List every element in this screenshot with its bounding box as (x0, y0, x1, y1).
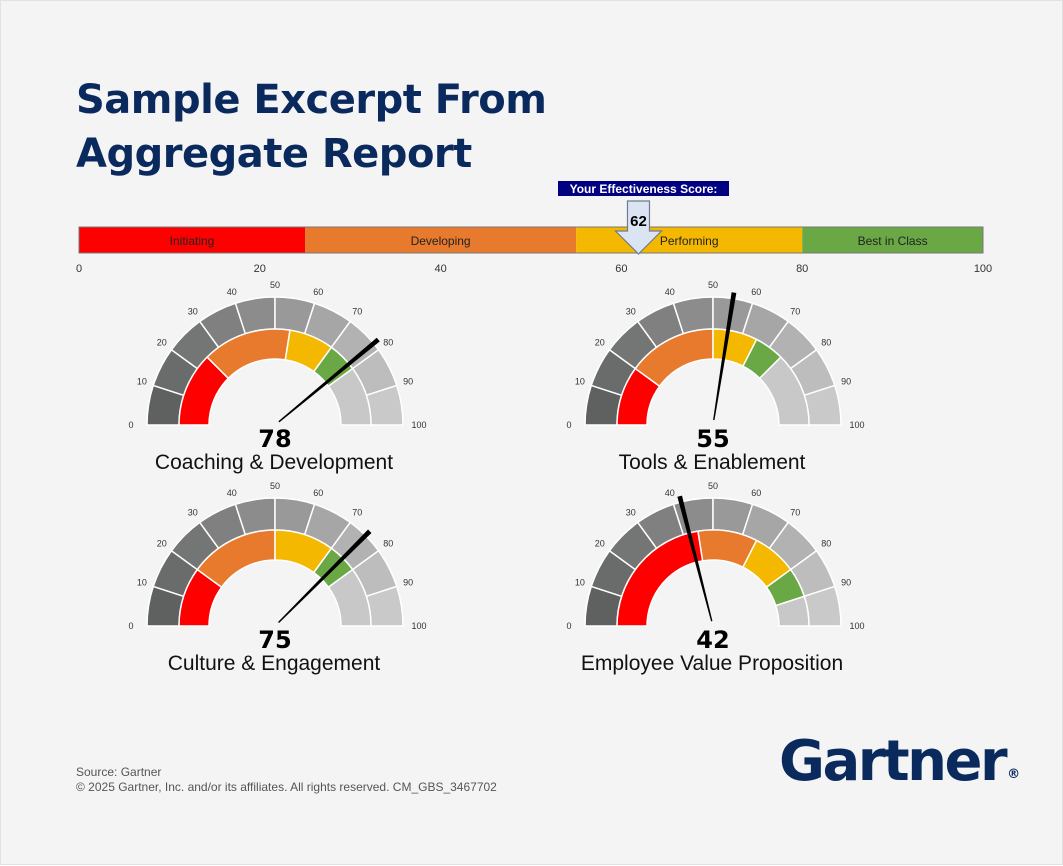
scale-tick-label: 50 (270, 280, 280, 290)
scale-tick-label: 70 (352, 307, 362, 317)
footer: Source: Gartner © 2025 Gartner, Inc. and… (76, 765, 497, 795)
band-label: Developing (411, 234, 471, 248)
effectiveness-bar: Initiating Developing Performing Best in Cl… (76, 181, 992, 275)
title-line-2: Aggregate Report (76, 131, 472, 177)
bar-tick-label: 20 (254, 263, 266, 275)
scale-tick-label: 0 (128, 621, 133, 631)
scale-tick-label: 20 (595, 539, 605, 549)
source-note: Source: Gartner (76, 765, 162, 779)
gauge-label: Tools & Enablement (619, 451, 806, 474)
registered-mark: ® (1007, 767, 1021, 782)
band-performing (576, 227, 803, 253)
scale-tick-label: 50 (708, 280, 718, 290)
score-title: Your Effectiveness Score: (570, 182, 718, 196)
scale-tick-label: 70 (790, 307, 800, 317)
scale-tick-label: 0 (128, 420, 133, 430)
scale-tick-label: 100 (411, 621, 426, 631)
band-best-in-class (802, 227, 983, 253)
page-title: Sample Excerpt From Aggregate Report (76, 73, 547, 181)
bar-tick-label: 80 (796, 263, 808, 275)
gartner-logo: Gartner ® (779, 729, 1020, 794)
scale-tick-label: 80 (383, 338, 393, 348)
scale-tick-label: 70 (352, 508, 362, 518)
scale-tick-label: 40 (227, 488, 237, 498)
scale-tick-label: 20 (595, 338, 605, 348)
logo-wordmark: Gartner (779, 729, 1008, 794)
band-label: Performing (660, 234, 719, 248)
gauge-value: 78 (258, 425, 291, 453)
scale-tick-label: 30 (626, 508, 636, 518)
gauge-label: Coaching & Development (155, 451, 393, 474)
scale-tick-label: 60 (751, 287, 761, 297)
scale-tick-label: 0 (566, 621, 571, 631)
gauge-value: 75 (258, 626, 291, 654)
gauge-needle (713, 292, 737, 421)
scale-tick-label: 50 (270, 481, 280, 491)
scale-tick-label: 90 (403, 377, 413, 387)
scale-tick-label: 70 (790, 508, 800, 518)
score-value: 62 (630, 213, 647, 230)
scale-tick-label: 40 (665, 488, 675, 498)
copyright-note: © 2025 Gartner, Inc. and/or its affiliat… (76, 780, 497, 794)
scale-tick-label: 10 (137, 578, 147, 588)
performance-band (758, 356, 810, 426)
scale-tick-label: 30 (188, 508, 198, 518)
band-initiating (79, 227, 305, 253)
performance-band (327, 568, 372, 627)
bar-tick-label: 40 (434, 263, 446, 275)
scale-tick-label: 80 (383, 539, 393, 549)
scale-tick-label: 10 (137, 377, 147, 387)
bar-tick-label: 0 (76, 263, 82, 275)
scale-tick-label: 50 (708, 481, 718, 491)
gauge-needle (677, 495, 713, 622)
scale-tick-label: 100 (411, 420, 426, 430)
band-label: Initiating (170, 234, 215, 248)
scale-tick-label: 10 (575, 578, 585, 588)
gauge-value: 55 (696, 425, 729, 453)
scale-tick-label: 40 (665, 287, 675, 297)
scale-tick-label: 100 (849, 420, 864, 430)
scale-tick-label: 60 (313, 488, 323, 498)
score-title-box (558, 181, 729, 196)
band-developing (305, 227, 577, 253)
scale-tick-label: 90 (841, 377, 851, 387)
title-line-1: Sample Excerpt From (76, 77, 547, 123)
scale-tick-label: 80 (821, 539, 831, 549)
scale-tick-label: 0 (566, 420, 571, 430)
gauge-label: Employee Value Proposition (581, 652, 843, 675)
score-arrow-marker (614, 200, 663, 255)
scale-tick-label: 40 (227, 287, 237, 297)
scale-tick-label: 60 (751, 488, 761, 498)
scale-tick-label: 90 (841, 578, 851, 588)
scale-tick-label: 30 (626, 307, 636, 317)
scale-tick-label: 10 (575, 377, 585, 387)
scale-tick-label: 20 (157, 539, 167, 549)
band-label: Best in Class (858, 234, 928, 248)
bar-tick-label: 60 (615, 263, 627, 275)
scale-tick-label: 100 (849, 621, 864, 631)
gauge-needle (278, 529, 372, 623)
gauge-label: Culture & Engagement (168, 652, 381, 675)
gauge-value: 42 (696, 626, 729, 654)
scale-tick-label: 60 (313, 287, 323, 297)
bar-outline (78, 226, 984, 254)
scale-tick-label: 20 (157, 338, 167, 348)
performance-band (327, 367, 372, 426)
bar-tick-label: 100 (974, 263, 992, 275)
scale-tick-label: 90 (403, 578, 413, 588)
performance-band (774, 595, 810, 627)
gauge-needle (278, 337, 380, 423)
scale-tick-label: 30 (188, 307, 198, 317)
scale-tick-label: 80 (821, 338, 831, 348)
